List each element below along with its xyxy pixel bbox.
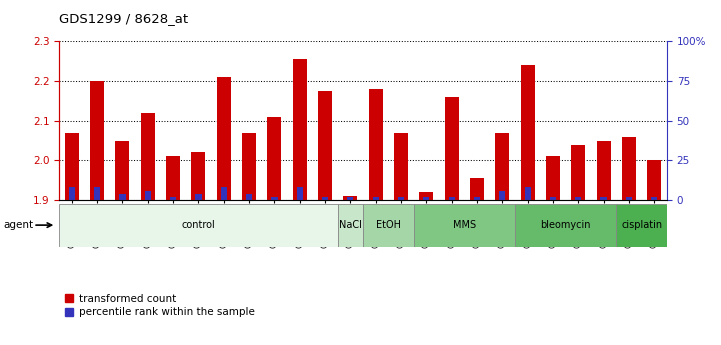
Bar xyxy=(499,190,505,200)
Bar xyxy=(647,160,661,200)
Bar xyxy=(616,204,667,247)
Bar xyxy=(68,187,75,200)
Bar xyxy=(368,89,383,200)
Bar xyxy=(221,187,227,200)
Bar xyxy=(119,194,125,200)
Bar xyxy=(515,204,616,247)
Text: NaCl: NaCl xyxy=(339,220,362,230)
Bar xyxy=(524,187,531,200)
Bar xyxy=(170,197,176,200)
Bar xyxy=(145,190,151,200)
Bar xyxy=(267,117,281,200)
Bar xyxy=(521,65,534,200)
Bar xyxy=(398,197,404,200)
Text: agent: agent xyxy=(4,220,34,230)
Bar xyxy=(115,141,129,200)
Bar xyxy=(343,196,358,200)
Bar xyxy=(296,187,303,200)
Bar xyxy=(601,197,607,200)
Bar xyxy=(550,197,556,200)
Bar xyxy=(571,145,585,200)
Bar xyxy=(348,197,353,200)
Bar xyxy=(195,194,202,200)
Bar xyxy=(94,187,100,200)
Bar xyxy=(445,97,459,200)
Bar xyxy=(423,197,430,200)
Text: control: control xyxy=(182,220,216,230)
Bar xyxy=(546,157,560,200)
Bar xyxy=(246,194,252,200)
Bar xyxy=(575,197,581,200)
Text: EtOH: EtOH xyxy=(376,220,401,230)
Bar xyxy=(90,81,104,200)
Bar xyxy=(293,59,306,200)
Bar xyxy=(394,133,408,200)
Bar xyxy=(318,91,332,200)
Bar xyxy=(448,197,455,200)
Bar xyxy=(414,204,515,247)
Text: MMS: MMS xyxy=(453,220,476,230)
Bar xyxy=(59,204,337,247)
Bar xyxy=(322,197,328,200)
Bar xyxy=(474,197,480,200)
Bar xyxy=(651,197,658,200)
Bar xyxy=(217,77,231,200)
Bar xyxy=(622,137,636,200)
Bar xyxy=(363,204,414,247)
Text: GDS1299 / 8628_at: GDS1299 / 8628_at xyxy=(59,12,188,26)
Bar xyxy=(626,197,632,200)
Bar xyxy=(166,157,180,200)
Text: cisplatin: cisplatin xyxy=(621,220,662,230)
Legend: transformed count, percentile rank within the sample: transformed count, percentile rank withi… xyxy=(64,294,255,317)
Bar xyxy=(141,113,155,200)
Bar xyxy=(420,192,433,200)
Bar xyxy=(373,197,379,200)
Bar xyxy=(470,178,484,200)
Bar xyxy=(192,152,205,200)
Bar xyxy=(242,133,256,200)
Bar xyxy=(65,133,79,200)
Text: bleomycin: bleomycin xyxy=(540,220,591,230)
Bar xyxy=(597,141,611,200)
Bar xyxy=(271,197,278,200)
Bar xyxy=(495,133,509,200)
Bar xyxy=(337,204,363,247)
